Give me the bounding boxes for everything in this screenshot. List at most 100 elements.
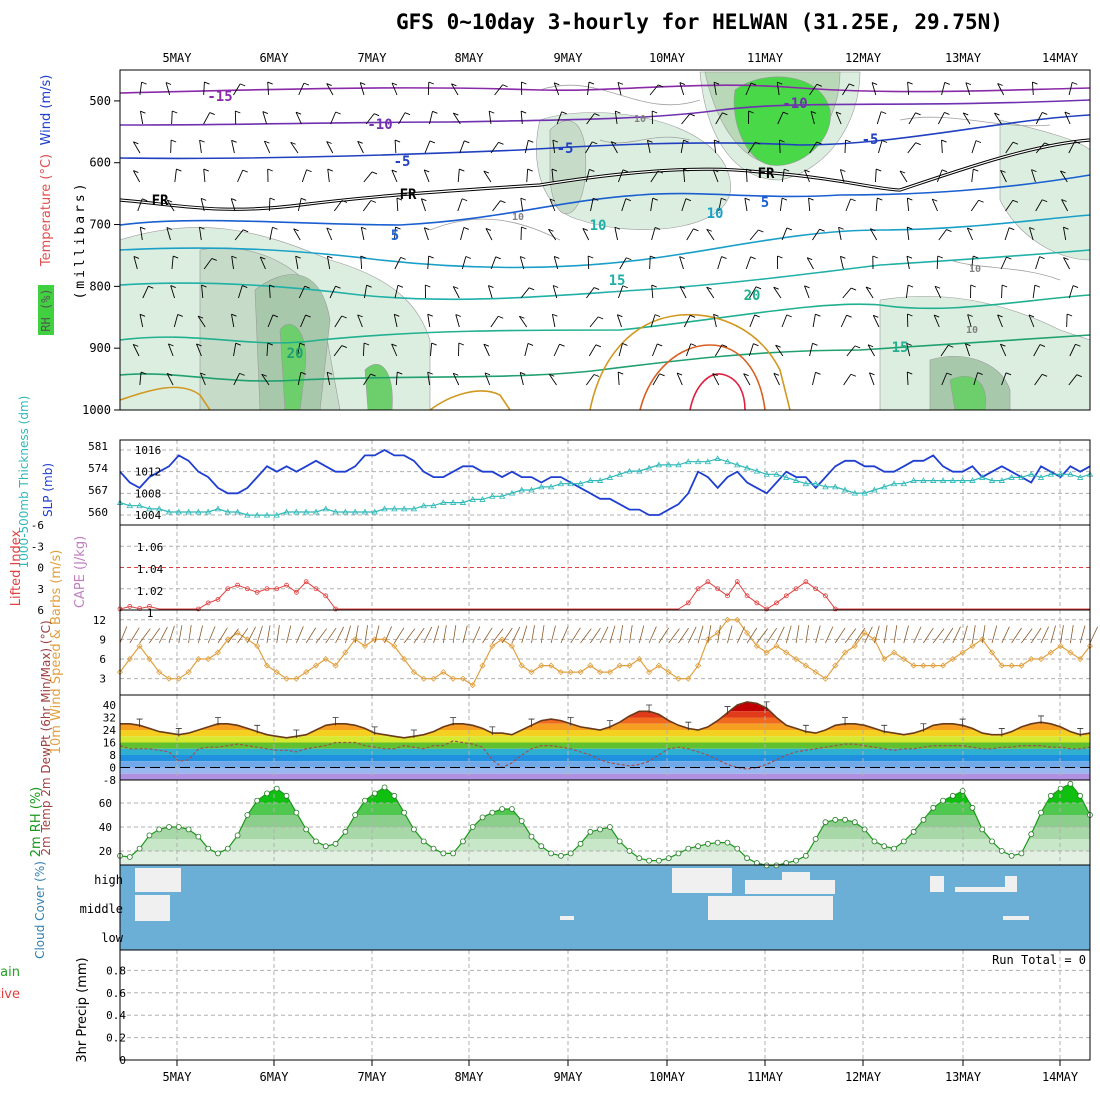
wind-barb-flag [809,198,814,200]
rh-point [999,849,1004,854]
wind-barb-10m [189,625,192,643]
wind-barb-flag [398,285,403,287]
wind-barb-10m [1012,628,1022,643]
temp-tick-label: 16 [103,737,116,750]
wind-barb [875,169,876,182]
wind-barb [495,85,503,95]
thickness-tick-label: 560 [88,506,108,519]
wind-barb-flag [243,170,248,172]
x-tick-label-top: 12MAY [845,51,882,65]
wind-barb-flag [500,201,505,203]
wind-barb-flag [1006,257,1011,259]
rh-point [215,851,220,856]
wind-barb [745,198,747,211]
rh-point [833,817,838,822]
lifted-axis-label: Lifted Index [9,529,24,606]
wind-barb-10m [414,628,424,643]
wind-barb-flag [745,198,750,200]
wind-barb-flag [615,111,620,113]
rh-point [402,810,407,815]
contour-label: 10 [634,114,646,125]
wind-barb-flag [528,140,533,142]
wind-barb [938,112,944,124]
wind-barb-flag [459,343,464,345]
x-tick-label-bottom: 7MAY [358,1070,388,1084]
rh-tick-label: 20 [99,845,112,858]
panel-frame-precip [120,950,1090,1060]
precip-tick-label: 0 [119,1054,126,1067]
wind-barb [840,256,843,269]
wind-barb-flag [268,82,273,84]
rh-point [666,856,671,861]
contour-label: 10 [707,206,724,222]
temp-band [120,730,1090,736]
thickness-tick-label: 574 [88,462,108,475]
wind-tick-label: 6 [99,653,106,666]
contour-label: 20 [744,288,761,304]
rh-point [941,798,946,803]
wind-barb-flag [521,82,526,84]
wind-barb-flag [660,374,665,376]
wind-barb [782,315,787,327]
wind-barb-10m [424,627,432,643]
wind-barb [998,83,1004,95]
wind-barb-10m [1090,627,1098,643]
wind-barb-flag [851,374,856,376]
wind-barb-flag [272,227,277,229]
wind-barb-10m [404,629,415,643]
wind-barb [175,169,177,182]
wind-barb-flag [652,285,657,287]
lifted-tick-label: 6 [37,604,44,617]
wind-barb-10m [120,626,127,643]
wind-barb-flag [142,199,147,201]
rh-point [1039,810,1044,815]
wind-barb-flag [489,111,494,113]
wind-barb-flag [908,82,913,84]
wind-barb-flag [142,82,147,84]
y-tick-label: 900 [89,341,111,355]
cape-tick-label: 1.04 [137,563,164,576]
wind-barb-10m [1031,628,1041,643]
wind-barb [810,343,813,356]
wind-barb [458,199,462,211]
wind-barb-flag [876,169,881,171]
wind-barb-10m [600,627,608,643]
wind-barb-10m [512,627,520,643]
wind-barb-10m [463,626,467,643]
wind-barb-flag [944,112,949,114]
contour-label: -5 [862,132,879,148]
rh-point [147,833,152,838]
wind-barb [458,169,459,182]
wind-barb [908,82,909,95]
wind-barb-flag [401,257,406,259]
cloud-patch [708,896,833,920]
rh-point [137,846,142,851]
y-tick-label: 1000 [82,403,111,417]
wind-barb [328,169,330,182]
wind-barb-10m [198,625,202,643]
precip-legend-conv: Convective [0,987,20,1002]
rh-point [970,805,975,810]
wind-barb [453,286,459,298]
temp-tick-label: 40 [103,699,116,712]
rh-band [120,839,1090,851]
panel-frame-wind [120,610,1090,695]
wind-barb-10m [914,627,922,643]
wind-barb-flag [753,344,758,346]
wind-barb [527,169,528,182]
wind-barb [589,345,596,356]
wind-barb [750,315,755,327]
wind-barb-10m [522,626,527,643]
rh-point [157,827,162,832]
wind-barb [554,344,559,356]
wind-speed-line [120,620,1090,685]
contour-label: 5 [761,195,769,211]
wind-barb-10m [208,626,215,643]
wind-barb-flag [235,111,240,113]
wind-barb-flag [466,256,471,258]
wind-barb [615,227,618,240]
wind-barb-10m [434,626,439,643]
wind-barb-10m [228,629,239,643]
y-tick-label: 700 [89,218,111,232]
contour-label: 20 [287,346,304,362]
